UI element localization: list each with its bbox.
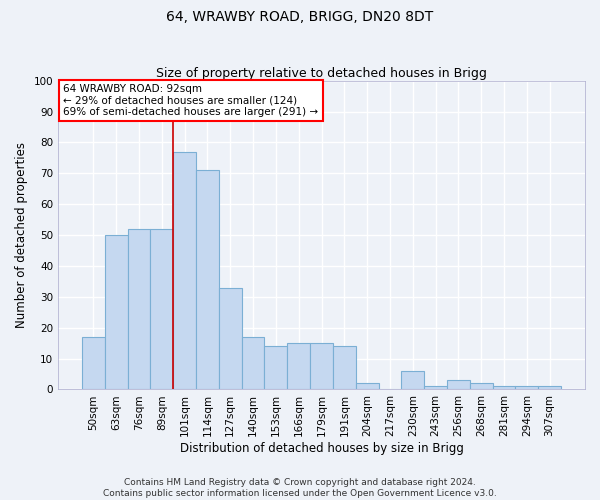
Bar	[128, 229, 151, 390]
Bar	[219, 288, 242, 390]
Bar	[242, 337, 265, 390]
Bar	[82, 337, 105, 390]
Bar	[356, 384, 379, 390]
Bar	[151, 229, 173, 390]
Bar	[173, 152, 196, 390]
Bar	[196, 170, 219, 390]
Bar	[447, 380, 470, 390]
X-axis label: Distribution of detached houses by size in Brigg: Distribution of detached houses by size …	[179, 442, 463, 455]
Text: Contains HM Land Registry data © Crown copyright and database right 2024.
Contai: Contains HM Land Registry data © Crown c…	[103, 478, 497, 498]
Bar	[287, 343, 310, 390]
Bar	[333, 346, 356, 390]
Title: Size of property relative to detached houses in Brigg: Size of property relative to detached ho…	[156, 66, 487, 80]
Bar	[401, 371, 424, 390]
Bar	[424, 386, 447, 390]
Bar	[493, 386, 515, 390]
Bar	[538, 386, 561, 390]
Text: 64, WRAWBY ROAD, BRIGG, DN20 8DT: 64, WRAWBY ROAD, BRIGG, DN20 8DT	[166, 10, 434, 24]
Bar	[265, 346, 287, 390]
Bar	[470, 384, 493, 390]
Y-axis label: Number of detached properties: Number of detached properties	[15, 142, 28, 328]
Bar	[515, 386, 538, 390]
Text: 64 WRAWBY ROAD: 92sqm
← 29% of detached houses are smaller (124)
69% of semi-det: 64 WRAWBY ROAD: 92sqm ← 29% of detached …	[64, 84, 319, 117]
Bar	[105, 235, 128, 390]
Bar	[310, 343, 333, 390]
